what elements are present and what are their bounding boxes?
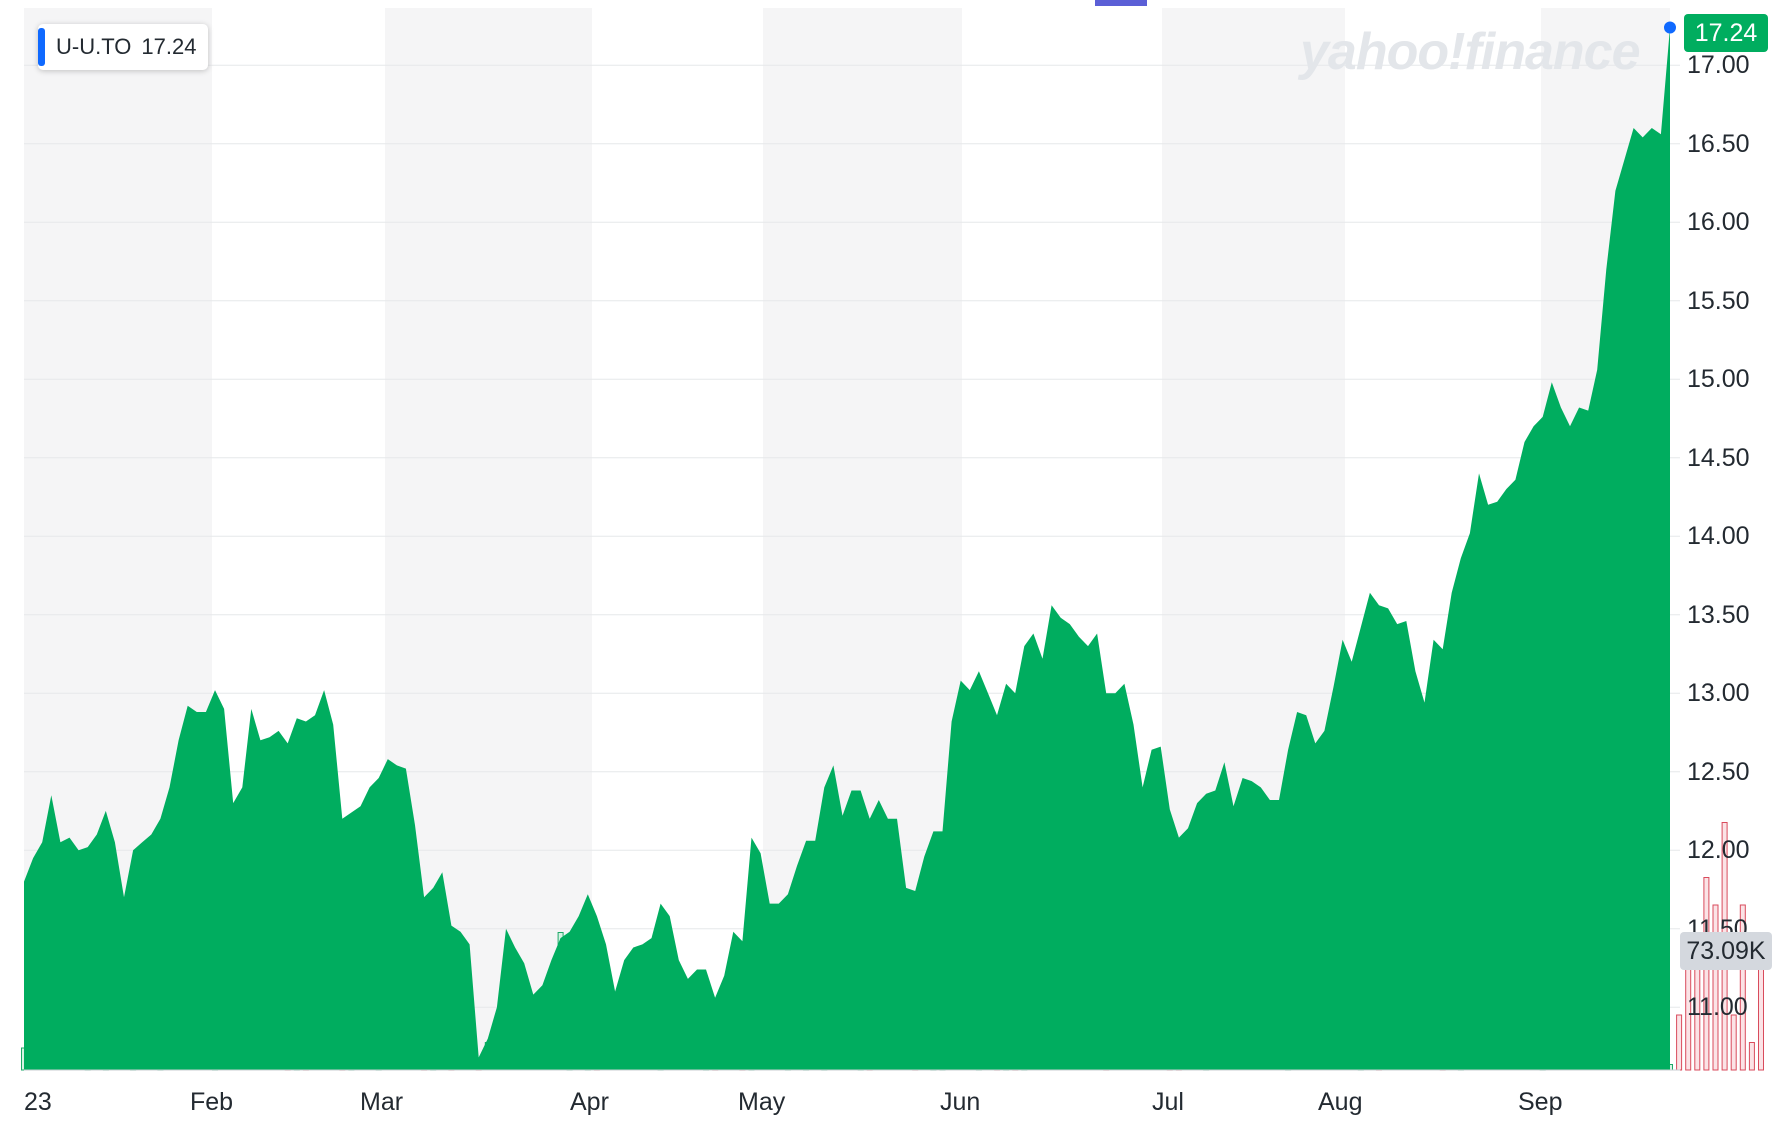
legend-accent	[38, 28, 45, 66]
volume-badge: 73.09K	[1680, 932, 1772, 970]
month-band	[592, 8, 763, 1070]
yahoo-finance-logo: yahoo!finance	[1300, 23, 1640, 81]
legend[interactable]: U-U.TO 17.24	[38, 24, 209, 70]
x-tick-label: Aug	[1318, 1088, 1363, 1116]
x-tick-label: Jun	[940, 1088, 981, 1116]
x-tick-label: Jul	[1152, 1088, 1184, 1116]
x-tick-label: Apr	[570, 1088, 609, 1116]
x-tick-label: Mar	[360, 1088, 404, 1116]
y-tick-label: 15.00	[1687, 365, 1750, 394]
volume-bar	[1712, 904, 1719, 1071]
x-tick-label: Feb	[190, 1088, 234, 1116]
y-tick-label: 12.50	[1687, 757, 1750, 786]
volume-bar	[1676, 1014, 1683, 1071]
y-tick-label: 13.00	[1687, 679, 1750, 708]
x-tick-label: 23	[24, 1088, 52, 1116]
last-price-badge: 17.24	[1684, 14, 1768, 52]
price-area	[24, 27, 1670, 1070]
volume-bar	[1748, 1042, 1755, 1071]
volume-bar	[1730, 1014, 1737, 1071]
volume-bar	[1703, 877, 1710, 1071]
y-tick-label: 16.50	[1687, 129, 1750, 158]
volume-bar	[1758, 959, 1764, 1071]
y-tick-label: 15.50	[1687, 286, 1750, 315]
y-tick-label: 13.50	[1687, 600, 1750, 629]
y-tick-label: 14.00	[1687, 522, 1750, 551]
last-price-dot	[1664, 21, 1676, 34]
volume-bar	[1739, 904, 1746, 1071]
x-tick-label: May	[738, 1088, 786, 1116]
legend-value: 17.24	[141, 34, 197, 59]
y-tick-label: 17.00	[1687, 51, 1750, 80]
y-tick-label: 11.00	[1687, 993, 1748, 1022]
legend-symbol: U-U.TO	[56, 34, 132, 59]
y-tick-label: 12.00	[1687, 836, 1750, 865]
y-tick-label: 16.00	[1687, 208, 1750, 237]
range-indicator	[1095, 0, 1147, 6]
x-tick-label: Sep	[1518, 1088, 1563, 1116]
y-tick-label: 14.50	[1687, 443, 1750, 472]
